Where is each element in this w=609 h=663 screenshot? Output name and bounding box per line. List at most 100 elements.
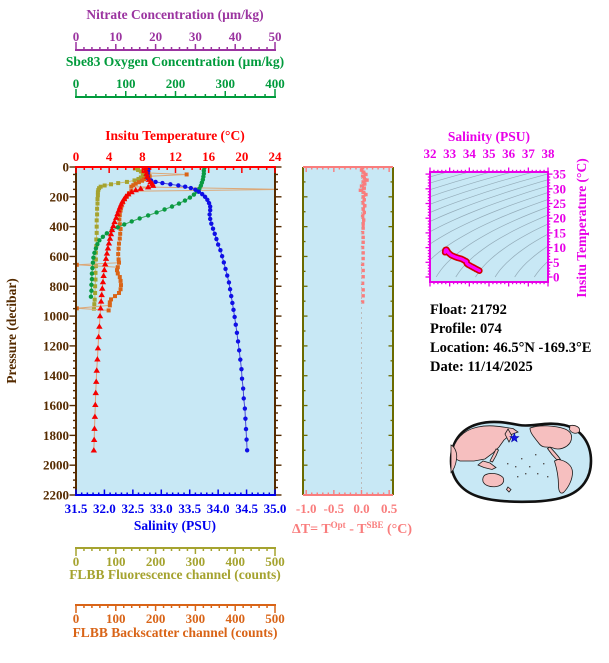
svg-text:35: 35: [553, 167, 567, 182]
info-row-0: Float: 21792: [430, 302, 507, 318]
map-north-america: [529, 425, 572, 450]
oxygen-axis-title: Sbe83 Oxygen Concentration (µm/kg): [66, 54, 284, 69]
svg-text:200: 200: [166, 76, 186, 91]
svg-text:33.0: 33.0: [150, 501, 173, 516]
pressure-axis-title: Pressure (decibar): [4, 278, 19, 384]
svg-text:37: 37: [522, 146, 536, 161]
info-row-2: Location: 46.5°N -169.3°E: [430, 340, 591, 356]
svg-text:36: 36: [502, 146, 516, 161]
main-plot-background: [76, 167, 275, 495]
svg-text:400: 400: [50, 219, 70, 234]
svg-text:32: 32: [424, 146, 437, 161]
svg-text:30: 30: [189, 29, 202, 44]
svg-text:32.5: 32.5: [121, 501, 144, 516]
svg-text:34.0: 34.0: [207, 501, 230, 516]
svg-text:0: 0: [63, 160, 70, 175]
map-south-america: [554, 459, 573, 494]
svg-text:33: 33: [443, 146, 457, 161]
svg-text:10: 10: [553, 240, 566, 255]
svg-text:-0.5: -0.5: [324, 501, 345, 516]
map-island-specks: [507, 454, 549, 478]
svg-text:100: 100: [106, 611, 126, 626]
svg-text:0: 0: [73, 76, 80, 91]
svg-text:4: 4: [106, 149, 113, 164]
series-salinity: [145, 167, 250, 453]
svg-text:100: 100: [116, 76, 136, 91]
svg-text:2000: 2000: [43, 458, 69, 473]
series-temperature: [90, 167, 157, 453]
svg-text:300: 300: [216, 76, 236, 91]
world-map: [449, 420, 593, 504]
svg-text:200: 200: [146, 554, 166, 569]
svg-text:300: 300: [186, 611, 206, 626]
svg-text:31.5: 31.5: [65, 501, 88, 516]
dt-series: [358, 167, 369, 304]
svg-text:0.5: 0.5: [381, 501, 398, 516]
svg-text:500: 500: [265, 611, 285, 626]
temperature-axis-title: Insitu Temperature (°C): [105, 128, 244, 143]
svg-text:15: 15: [553, 225, 567, 240]
svg-text:32.0: 32.0: [93, 501, 116, 516]
svg-text:1200: 1200: [43, 338, 69, 353]
info-row-1: Profile: 074: [430, 321, 502, 337]
ts-salinity-axis-title: Salinity (PSU): [448, 129, 530, 144]
svg-text:600: 600: [50, 249, 70, 264]
ts-isopycnal-contours: [430, 172, 548, 278]
svg-text:500: 500: [265, 554, 285, 569]
float-info-block: Float: 21792 Profile: 074 Location: 46.5°N…: [430, 302, 591, 375]
ts-temperature-axis-title: Insitu Temperature (°C): [574, 158, 589, 297]
profile-series: [76, 167, 275, 453]
map-continents: [450, 424, 581, 494]
float-location-star: [509, 432, 520, 443]
svg-text:0.0: 0.0: [353, 501, 369, 516]
svg-text:1800: 1800: [43, 428, 69, 443]
svg-text:16: 16: [202, 149, 216, 164]
map-australia: [482, 473, 505, 488]
svg-text:100: 100: [106, 554, 126, 569]
svg-text:20: 20: [553, 211, 566, 226]
nitrate-axis-title: Nitrate Concentration (µm/kg): [86, 7, 263, 22]
fluorescence-axis-title: FLBB Fluorescence channel (counts): [69, 567, 281, 582]
svg-text:10: 10: [109, 29, 122, 44]
svg-text:20: 20: [149, 29, 162, 44]
svg-text:1000: 1000: [43, 309, 69, 324]
svg-text:400: 400: [225, 554, 245, 569]
info-row-3: Date: 11/14/2025: [430, 359, 533, 375]
map-new-zealand: [505, 486, 512, 493]
svg-text:0: 0: [73, 554, 80, 569]
map-greenland: [569, 424, 581, 434]
svg-text:30: 30: [553, 181, 566, 196]
svg-text:8: 8: [139, 149, 146, 164]
svg-text:-1.0: -1.0: [296, 501, 317, 516]
svg-text:24: 24: [269, 149, 283, 164]
svg-text:34: 34: [463, 146, 477, 161]
svg-text:0: 0: [73, 149, 80, 164]
ts-curve: [441, 246, 483, 274]
map-central-america: [546, 446, 562, 460]
svg-text:0: 0: [73, 29, 80, 44]
dt-formula-label: ΔT= TOpt - TSBE (°C): [292, 520, 412, 537]
backscatter-axis-title: FLBB Backscatter channel (counts): [73, 625, 278, 640]
svg-text:2200: 2200: [43, 488, 69, 503]
svg-text:800: 800: [50, 279, 70, 294]
svg-text:0: 0: [73, 611, 80, 626]
svg-text:34.5: 34.5: [235, 501, 258, 516]
svg-text:400: 400: [225, 611, 245, 626]
svg-text:0: 0: [553, 270, 560, 285]
map-japan: [489, 448, 500, 463]
svg-text:35.0: 35.0: [264, 501, 287, 516]
dt-plot-background: [303, 167, 393, 495]
svg-text:20: 20: [235, 149, 248, 164]
svg-text:40: 40: [229, 29, 242, 44]
svg-text:33.5: 33.5: [178, 501, 201, 516]
svg-text:400: 400: [265, 76, 285, 91]
map-kamchatka: [504, 428, 513, 443]
svg-text:300: 300: [186, 554, 206, 569]
svg-text:50: 50: [269, 29, 282, 44]
svg-text:35: 35: [483, 146, 497, 161]
svg-text:200: 200: [50, 189, 70, 204]
ts-plot-background: [430, 172, 548, 282]
